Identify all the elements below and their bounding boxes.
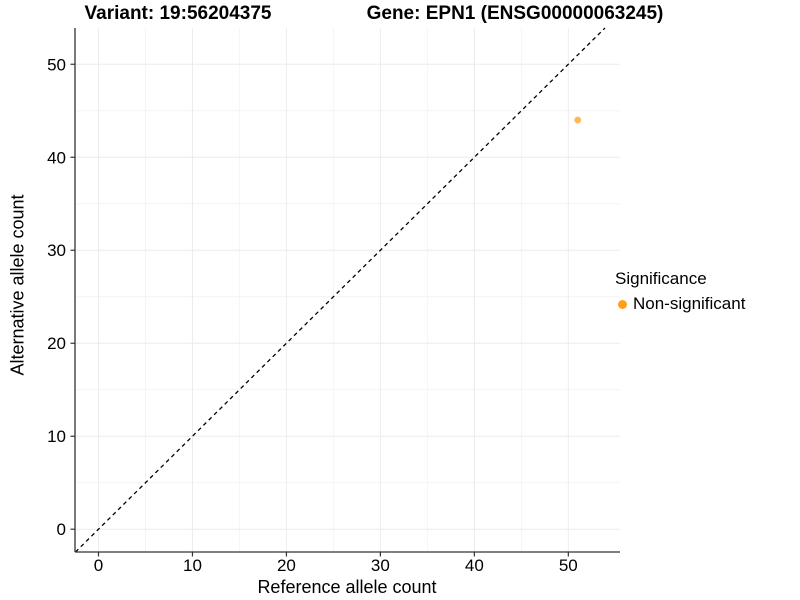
x-tick-label: 10	[183, 556, 202, 575]
y-tick-label: 40	[47, 148, 66, 167]
legend-label: Non-significant	[633, 294, 746, 313]
x-tick-label: 0	[94, 556, 103, 575]
legend-item: Non-significant	[618, 294, 745, 314]
plot-title-variant: Variant: 19:56204375	[84, 3, 272, 24]
legend-point-icon	[618, 299, 627, 309]
x-tick-label: 30	[371, 556, 390, 575]
legend-items: Non-significant	[615, 294, 745, 314]
x-axis-title: Reference allele count	[257, 577, 437, 597]
x-tick-label: 20	[277, 556, 296, 575]
x-tick-label: 50	[559, 556, 578, 575]
identity-dashed-line	[75, 27, 606, 553]
y-tick-label: 20	[47, 334, 66, 353]
legend: Significance Non-significant	[615, 269, 745, 314]
y-tick-label: 0	[57, 520, 66, 539]
legend-title: Significance	[615, 269, 707, 288]
y-tick-label: 10	[47, 427, 66, 446]
x-tick-label: 40	[465, 556, 484, 575]
y-tick-label: 50	[47, 55, 66, 74]
y-tick-label: 30	[47, 241, 66, 260]
y-axis-title: Alternative allele count	[7, 194, 28, 376]
data-point	[574, 116, 582, 124]
plot-title-gene: Gene: EPN1 (ENSG00000063245)	[366, 3, 664, 24]
